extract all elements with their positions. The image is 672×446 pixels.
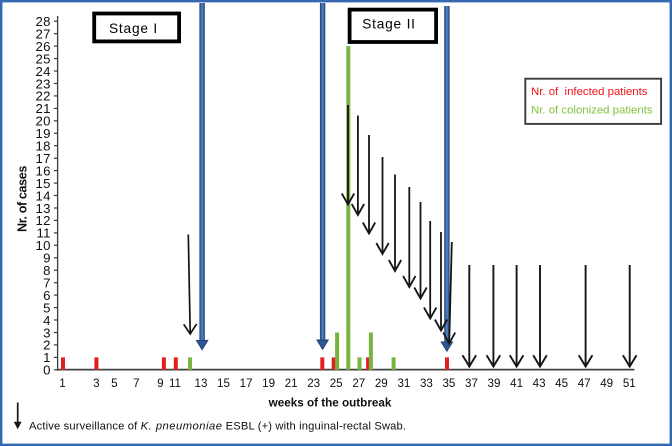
svg-text:0: 0 [43, 363, 51, 378]
svg-text:19: 19 [36, 126, 51, 141]
svg-text:9: 9 [43, 251, 51, 266]
svg-text:24: 24 [36, 64, 51, 79]
svg-text:2: 2 [43, 338, 51, 353]
svg-text:7: 7 [133, 377, 139, 390]
svg-text:17: 17 [36, 151, 51, 166]
svg-text:21: 21 [285, 377, 298, 390]
svg-text:26: 26 [36, 39, 51, 54]
svg-text:49: 49 [600, 377, 613, 390]
svg-text:23: 23 [307, 377, 320, 390]
svg-text:1: 1 [59, 377, 65, 390]
svg-text:51: 51 [623, 377, 636, 390]
svg-text:Active surveillance of K. pneu: Active surveillance of K. pneumoniae ESB… [29, 420, 406, 432]
svg-text:43: 43 [533, 377, 546, 390]
svg-text:28: 28 [36, 14, 51, 29]
svg-text:5: 5 [43, 300, 51, 315]
svg-text:23: 23 [36, 76, 51, 91]
svg-text:weeks of the outbreak: weeks of the outbreak [268, 397, 392, 410]
svg-text:29: 29 [375, 377, 388, 390]
svg-text:31: 31 [397, 377, 410, 390]
svg-text:9: 9 [157, 377, 163, 390]
svg-text:15: 15 [217, 377, 230, 390]
svg-text:Stage I: Stage I [109, 21, 158, 36]
svg-text:11: 11 [37, 226, 51, 241]
svg-text:22: 22 [36, 89, 51, 104]
svg-text:47: 47 [578, 377, 591, 390]
svg-text:Nr. of cases: Nr. of cases [16, 166, 30, 232]
svg-text:6: 6 [43, 288, 51, 303]
svg-text:11: 11 [169, 377, 181, 390]
svg-text:13: 13 [36, 201, 51, 216]
svg-text:12: 12 [36, 213, 51, 228]
svg-text:45: 45 [555, 377, 568, 390]
svg-text:3: 3 [43, 325, 51, 340]
svg-text:19: 19 [262, 377, 275, 390]
svg-text:15: 15 [36, 176, 51, 191]
svg-text:7: 7 [43, 276, 51, 291]
svg-text:39: 39 [488, 377, 501, 390]
svg-text:37: 37 [465, 377, 478, 390]
svg-text:17: 17 [240, 377, 253, 390]
svg-text:Stage II: Stage II [362, 16, 416, 31]
svg-text:35: 35 [442, 377, 455, 390]
svg-text:27: 27 [36, 27, 51, 42]
svg-text:1: 1 [43, 350, 51, 365]
svg-text:3: 3 [93, 377, 99, 390]
svg-text:4: 4 [43, 313, 51, 328]
svg-text:33: 33 [420, 377, 433, 390]
svg-text:25: 25 [330, 377, 343, 390]
svg-text:10: 10 [36, 238, 51, 253]
svg-text:8: 8 [43, 263, 51, 278]
svg-text:25: 25 [36, 51, 51, 66]
svg-text:Nr. of colonized patients: Nr. of colonized patients [531, 105, 653, 117]
svg-text:20: 20 [36, 114, 51, 129]
svg-text:21: 21 [36, 101, 51, 116]
svg-text:41: 41 [510, 377, 523, 390]
svg-text:27: 27 [352, 377, 365, 390]
svg-text:Nr. of infected patients: Nr. of infected patients [531, 86, 648, 98]
svg-text:5: 5 [111, 377, 117, 390]
svg-text:18: 18 [36, 139, 51, 154]
svg-text:13: 13 [195, 377, 208, 390]
svg-text:16: 16 [36, 163, 51, 178]
svg-text:14: 14 [36, 188, 51, 203]
